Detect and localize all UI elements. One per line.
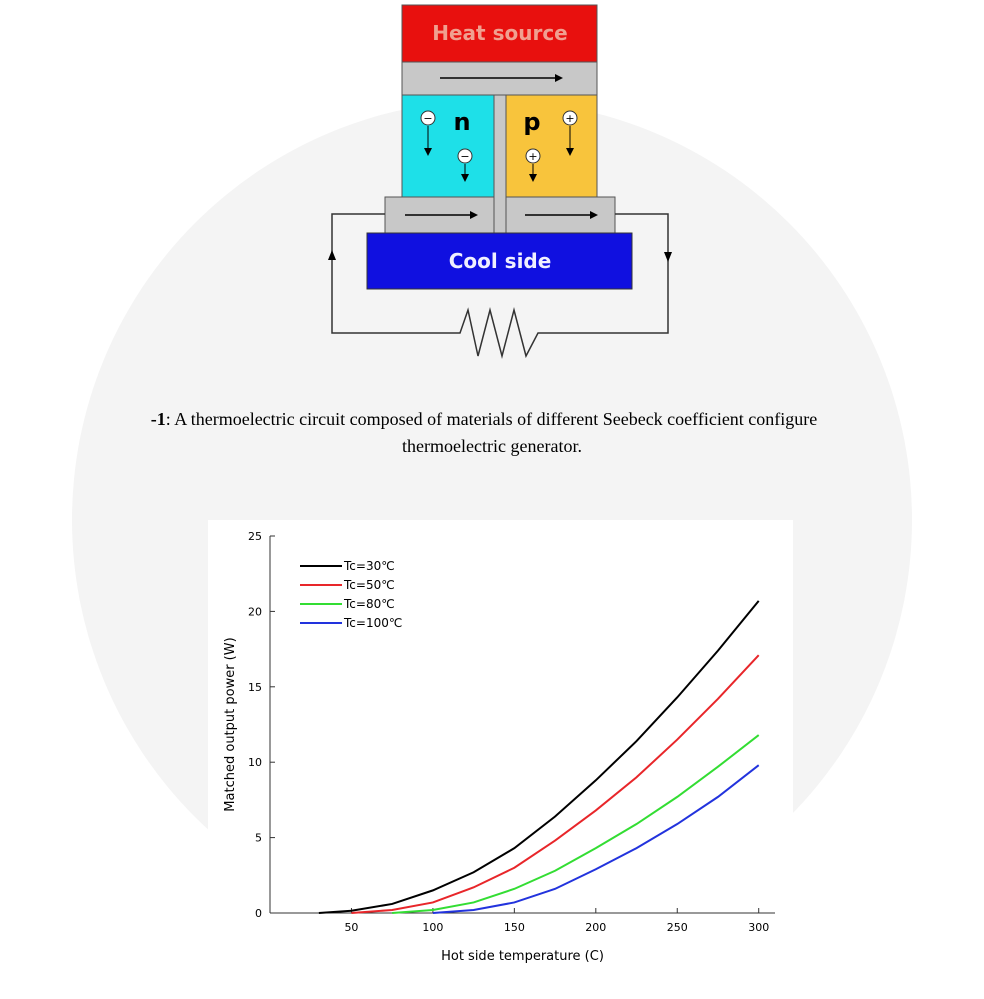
cool-label: Cool side	[449, 249, 552, 273]
hole	[525, 148, 541, 164]
legend-label: Tc=80℃	[343, 597, 395, 611]
x-tick-label: 200	[585, 921, 606, 934]
arrowhead	[555, 74, 563, 82]
circuit-wire	[331, 213, 669, 359]
arrowhead	[529, 174, 537, 182]
legend-label: Tc=30℃	[343, 559, 395, 573]
arrowhead	[590, 211, 598, 219]
arrowhead	[470, 211, 478, 219]
electron-sign: −	[423, 112, 432, 125]
caption-line: thermoelectric generator.	[402, 436, 582, 456]
arrowhead	[461, 174, 469, 182]
chart-background	[208, 520, 793, 999]
series-line	[351, 654, 760, 914]
heat-source	[401, 4, 598, 63]
hole-sign: +	[528, 150, 537, 163]
x-tick-label: 250	[667, 921, 688, 934]
caption-text: : A thermoelectric circuit composed of m…	[166, 409, 818, 429]
x-tick-label: 300	[748, 921, 769, 934]
y-tick-label: 15	[248, 681, 262, 694]
series-line	[392, 734, 760, 914]
diagram: Heat source n p − − + + Cool side	[328, 4, 672, 359]
caption: -1: A thermoelectric circuit composed of…	[151, 409, 818, 429]
y-tick-label: 0	[255, 907, 262, 920]
n-label: n	[453, 108, 470, 136]
series-line	[432, 764, 760, 914]
top-plate	[401, 61, 598, 96]
x-tick-label: 50	[344, 921, 358, 934]
electron	[457, 148, 473, 164]
x-axis-label: Hot side temperature (C)	[441, 949, 604, 964]
caption-label: -1	[151, 409, 166, 429]
electron	[420, 110, 436, 126]
y-tick-label: 5	[255, 832, 262, 845]
legend-label: Tc=50℃	[343, 578, 395, 592]
hole-sign: +	[565, 112, 574, 125]
series-line	[318, 600, 760, 914]
arrowhead	[328, 250, 336, 260]
chart: 0 5 10 15 20 25 50 100 150 200 250 300 Hot side temp…	[223, 530, 775, 964]
y-tick-label: 20	[248, 605, 262, 618]
divider	[493, 94, 507, 234]
n-leg	[401, 94, 495, 198]
electron-sign: −	[460, 150, 469, 163]
heat-label: Heat source	[432, 21, 568, 45]
x-tick-label: 150	[504, 921, 525, 934]
x-tick-label: 100	[422, 921, 443, 934]
arrowhead	[566, 148, 574, 156]
arrowhead	[664, 252, 672, 262]
arrowhead	[424, 148, 432, 156]
charges: − − + +	[420, 110, 578, 182]
legend-label: Tc=100℃	[343, 616, 402, 630]
hole	[562, 110, 578, 126]
y-tick-label: 25	[248, 530, 262, 543]
cool-side	[366, 232, 633, 290]
p-label: p	[523, 108, 540, 136]
y-axis-label: Matched output power (W)	[223, 637, 238, 811]
y-tick-label: 10	[248, 756, 262, 769]
p-leg	[505, 94, 598, 198]
